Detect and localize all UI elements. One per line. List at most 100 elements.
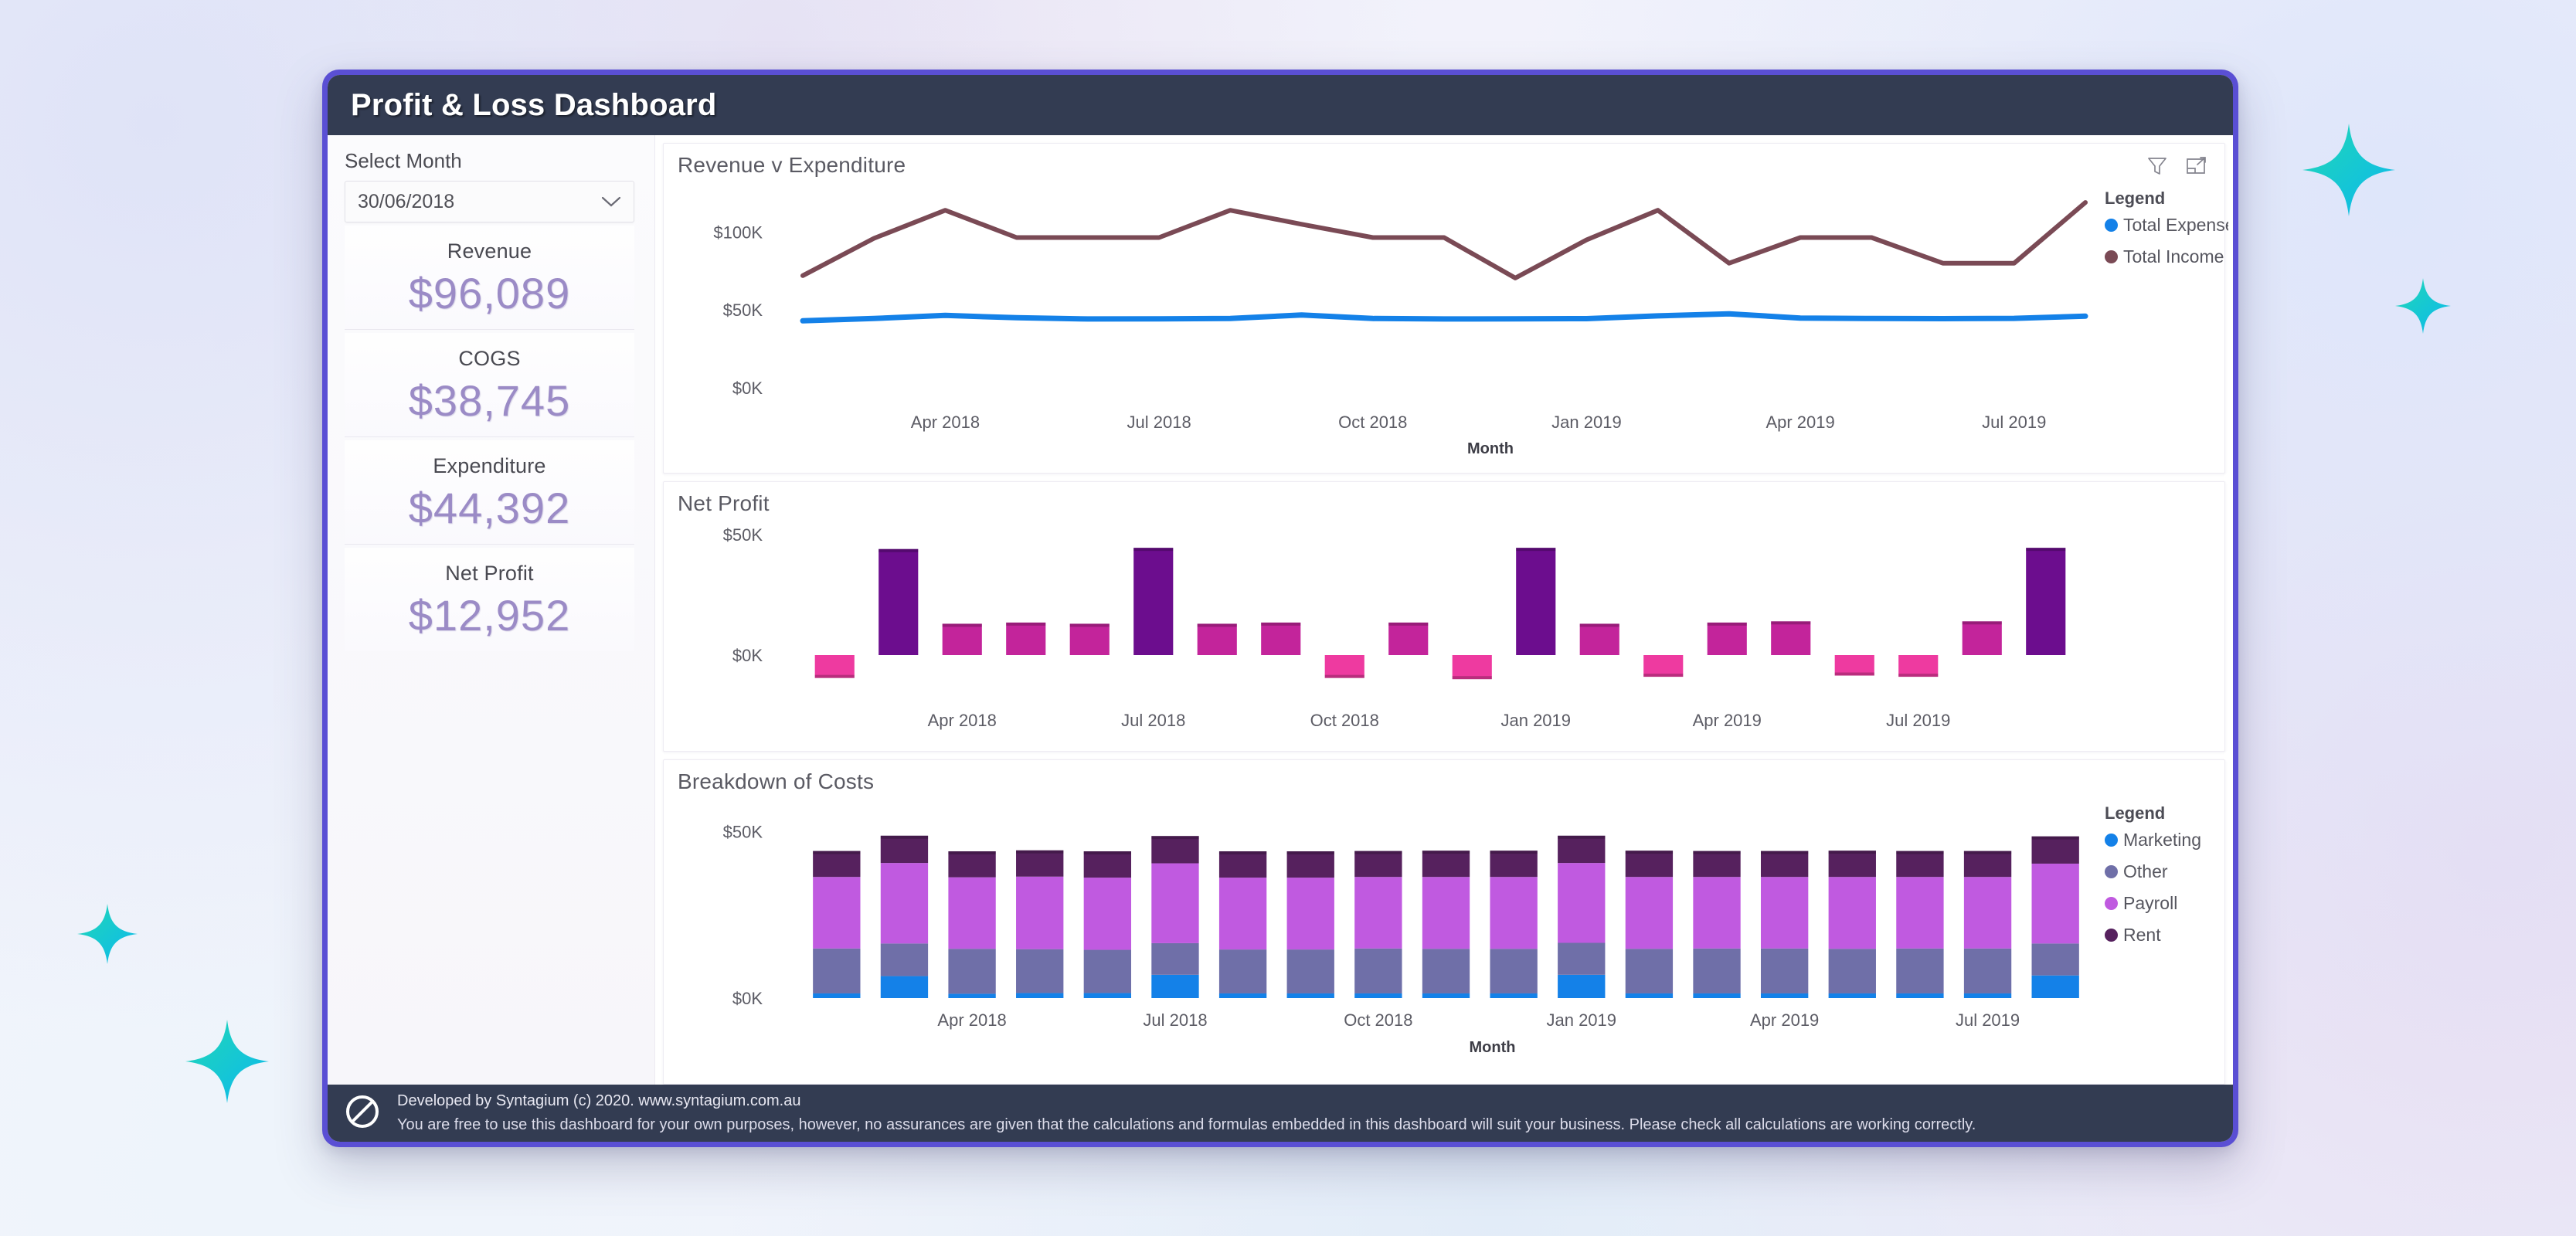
stacked-bar[interactable] xyxy=(1760,851,1809,998)
stacked-bar[interactable] xyxy=(948,851,996,998)
legend-item-total-income[interactable]: Total Income xyxy=(2105,246,2228,267)
bar[interactable] xyxy=(942,623,982,655)
select-month-label: Select Month xyxy=(345,149,462,172)
bar[interactable] xyxy=(1197,623,1237,655)
svg-text:Apr 2018: Apr 2018 xyxy=(937,1010,1006,1030)
stack-segment xyxy=(1016,876,1064,949)
bar[interactable] xyxy=(1643,655,1684,677)
card-toolbar xyxy=(2146,154,2207,182)
stack-segment xyxy=(813,851,861,878)
stack-segment xyxy=(1828,993,1876,998)
legend-item-marketing[interactable]: Marketing xyxy=(2105,830,2201,851)
stacked-bar[interactable] xyxy=(1151,836,1199,998)
stack-segment xyxy=(1218,993,1267,998)
legend-item-total-expenses[interactable]: Total Expenses xyxy=(2105,215,2228,236)
stack-segment xyxy=(1693,948,1741,993)
bar[interactable] xyxy=(1069,623,1110,655)
title-bar: Profit & Loss Dashboard xyxy=(328,75,2233,135)
stack-segment xyxy=(1896,877,1944,949)
net-profit-card: Net Profit $50K $0K Apr 2018 Jul 2018 Oct 20… xyxy=(663,481,2225,752)
legend-label: Other xyxy=(2123,861,2168,881)
line-series xyxy=(800,200,2088,280)
dashboard-body: Select Month 30/06/2018 Revenue $96,089 … xyxy=(328,135,2233,1085)
stacked-bar[interactable] xyxy=(1558,835,1606,998)
stack-segment xyxy=(948,877,996,949)
line-series xyxy=(800,311,2088,324)
stacked-bar[interactable] xyxy=(1625,851,1674,998)
stack-segment xyxy=(1422,949,1470,993)
svg-text:Oct 2018: Oct 2018 xyxy=(1338,413,1407,432)
bar[interactable] xyxy=(1388,622,1429,655)
stacked-bar[interactable] xyxy=(1354,851,1402,998)
stack-segment xyxy=(813,877,861,949)
card-title: Net Profit xyxy=(678,491,770,515)
stacked-bar[interactable] xyxy=(1963,851,2012,998)
stack-segment xyxy=(1286,851,1334,878)
stacked-bar[interactable] xyxy=(2031,836,2079,998)
stacked-bar[interactable] xyxy=(1218,851,1267,998)
legend-item-other[interactable]: Other xyxy=(2105,861,2201,882)
bar[interactable] xyxy=(1452,655,1492,680)
stack-segment xyxy=(1354,948,1402,993)
legend-swatch xyxy=(2105,219,2118,232)
stacked-bar[interactable] xyxy=(880,835,929,998)
stack-segment xyxy=(880,863,929,944)
stacked-bar[interactable] xyxy=(1828,851,1876,998)
stacked-bar[interactable] xyxy=(1286,851,1334,998)
stack-segment xyxy=(1083,851,1132,878)
stack-segment xyxy=(1354,993,1402,998)
legend-label: Total Income xyxy=(2123,246,2224,267)
bar[interactable] xyxy=(1579,623,1619,655)
footer: Developed by Syntagium (c) 2020. www.syn… xyxy=(328,1085,2233,1142)
bar[interactable] xyxy=(1707,622,1747,655)
bar[interactable] xyxy=(878,548,919,655)
stack-segment xyxy=(1083,993,1132,998)
stacked-bar[interactable] xyxy=(813,851,861,998)
stack-segment xyxy=(1016,850,1064,877)
stack-segment xyxy=(1016,993,1064,998)
bar[interactable] xyxy=(814,655,855,678)
bar[interactable] xyxy=(1324,655,1364,678)
bar[interactable] xyxy=(1834,655,1874,676)
stack-segment xyxy=(2031,836,2079,864)
legend-swatch xyxy=(2105,929,2118,942)
focus-mode-icon[interactable] xyxy=(2184,154,2207,182)
stack-segment xyxy=(1083,878,1132,950)
svg-text:$0K: $0K xyxy=(732,989,763,1008)
bar[interactable] xyxy=(1898,655,1939,677)
stack-segment xyxy=(1760,948,1809,993)
stack-segment xyxy=(880,943,929,976)
filter-icon[interactable] xyxy=(2146,154,2169,182)
legend-item-rent[interactable]: Rent xyxy=(2105,925,2201,946)
breakdown-of-costs-plot: $50K $0K Apr 2018 Jul 2018 Oct 2018 Jan 2019 A… xyxy=(723,823,2079,1056)
stacked-bar[interactable] xyxy=(1083,851,1132,998)
select-month-dropdown[interactable]: 30/06/2018 xyxy=(345,181,634,222)
stacked-bar[interactable] xyxy=(1693,851,1741,998)
stacked-bar[interactable] xyxy=(1016,850,1064,998)
footer-credit: Developed by Syntagium (c) 2020. www.syn… xyxy=(397,1092,801,1109)
stack-segment xyxy=(1286,993,1334,998)
bar[interactable] xyxy=(2026,548,2066,655)
bar[interactable] xyxy=(1516,548,1556,655)
stacked-bar[interactable] xyxy=(1422,851,1470,998)
syntagium-logo-icon xyxy=(342,1091,383,1136)
stack-segment xyxy=(1828,949,1876,993)
bar[interactable] xyxy=(1962,621,2002,655)
svg-text:$50K: $50K xyxy=(723,823,763,842)
stack-segment xyxy=(1558,974,1606,998)
bar[interactable] xyxy=(1261,622,1301,655)
bar[interactable] xyxy=(1133,548,1174,655)
stack-segment xyxy=(1218,851,1267,878)
stacked-bar[interactable] xyxy=(1490,851,1538,998)
stack-segment xyxy=(813,993,861,998)
bar[interactable] xyxy=(1006,622,1046,655)
svg-text:Jul 2019: Jul 2019 xyxy=(1982,413,2046,432)
svg-text:Month: Month xyxy=(1470,1039,1516,1056)
sidebar: Select Month 30/06/2018 Revenue $96,089 … xyxy=(328,135,655,1085)
bar[interactable] xyxy=(1771,621,1811,655)
svg-text:Oct 2018: Oct 2018 xyxy=(1344,1010,1412,1030)
legend-item-payroll[interactable]: Payroll xyxy=(2105,893,2201,914)
stacked-bar[interactable] xyxy=(1896,851,1944,998)
svg-text:Jul 2018: Jul 2018 xyxy=(1121,711,1185,730)
svg-text:$0K: $0K xyxy=(732,646,763,665)
